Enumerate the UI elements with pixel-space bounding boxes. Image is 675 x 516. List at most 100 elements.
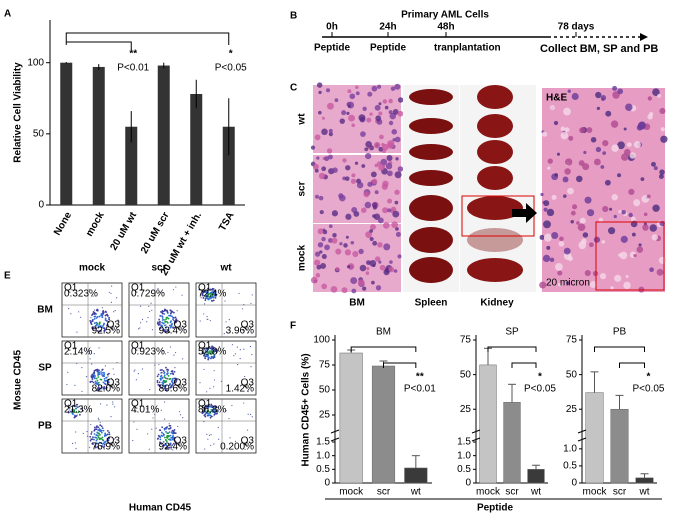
event	[161, 321, 163, 324]
cell	[352, 250, 359, 258]
spleen	[409, 195, 453, 221]
event	[161, 381, 164, 384]
event	[157, 384, 160, 386]
event	[174, 326, 176, 329]
event	[100, 385, 102, 387]
event	[102, 386, 104, 389]
event	[105, 376, 108, 379]
cell	[576, 221, 580, 225]
cell	[310, 145, 316, 150]
event	[151, 428, 153, 430]
cell	[554, 173, 558, 177]
cell	[539, 234, 545, 240]
row-label: BM	[37, 305, 53, 316]
event	[165, 427, 168, 430]
cell	[612, 85, 618, 91]
event	[90, 375, 93, 378]
event	[205, 294, 208, 297]
event	[174, 432, 177, 434]
event	[90, 431, 93, 433]
event	[98, 441, 101, 444]
cell	[328, 154, 333, 160]
event	[159, 327, 162, 330]
event	[167, 351, 169, 354]
cell	[546, 245, 551, 250]
event	[210, 444, 212, 447]
spleen	[409, 118, 453, 134]
event	[96, 379, 99, 382]
event	[105, 311, 108, 314]
event	[237, 364, 239, 366]
event	[247, 331, 250, 334]
event	[160, 443, 163, 445]
cell	[397, 166, 404, 172]
event	[207, 351, 209, 353]
cell	[652, 88, 660, 96]
event	[92, 436, 94, 439]
event	[212, 357, 215, 360]
event	[111, 327, 114, 329]
event	[213, 408, 216, 411]
event	[90, 433, 93, 435]
event	[100, 314, 103, 317]
bar	[610, 408, 629, 484]
event	[213, 405, 216, 408]
cell	[360, 131, 366, 137]
event	[71, 442, 74, 445]
event	[168, 431, 171, 434]
event	[96, 438, 99, 441]
column-label: mock	[79, 263, 106, 274]
event	[175, 319, 178, 322]
cell	[319, 250, 323, 254]
event	[215, 406, 218, 409]
quadrant-label: Q1	[131, 399, 145, 410]
column-label: Kidney	[480, 298, 514, 309]
event	[89, 439, 92, 442]
event	[174, 367, 176, 369]
event	[206, 295, 209, 298]
event	[92, 443, 94, 445]
event	[165, 366, 167, 369]
kidney	[467, 258, 523, 282]
event	[165, 373, 168, 375]
event	[91, 373, 94, 376]
cell	[576, 175, 583, 183]
cell	[584, 269, 591, 277]
event	[70, 410, 72, 413]
event	[212, 349, 215, 352]
cell	[386, 154, 393, 162]
event	[104, 317, 107, 320]
event	[201, 293, 204, 296]
event	[85, 376, 88, 378]
event	[96, 370, 99, 373]
cell	[589, 280, 597, 289]
event	[159, 384, 161, 387]
event	[106, 437, 109, 440]
significance: *	[538, 372, 542, 383]
timeline-time: 24h	[379, 22, 396, 33]
y-tick-label: 1.5	[457, 437, 471, 448]
cell	[564, 127, 570, 133]
event	[100, 425, 103, 428]
bar	[339, 352, 363, 484]
cell	[391, 129, 398, 135]
x-tick-label: wt	[639, 487, 650, 498]
cell	[355, 91, 360, 96]
cell	[624, 148, 631, 156]
event	[171, 322, 173, 325]
event	[89, 381, 92, 384]
event	[92, 381, 95, 384]
y-tick-label: 0.5	[563, 461, 577, 472]
event	[164, 447, 167, 449]
quadrant-value: 92.5%	[92, 326, 120, 337]
event	[103, 382, 105, 384]
event	[101, 307, 103, 309]
quadrant-label: Q3	[241, 378, 255, 389]
event	[140, 322, 142, 324]
event	[160, 372, 162, 374]
event	[96, 368, 99, 371]
event	[103, 377, 106, 380]
event	[89, 446, 91, 448]
event	[93, 317, 96, 320]
cell	[382, 149, 386, 154]
